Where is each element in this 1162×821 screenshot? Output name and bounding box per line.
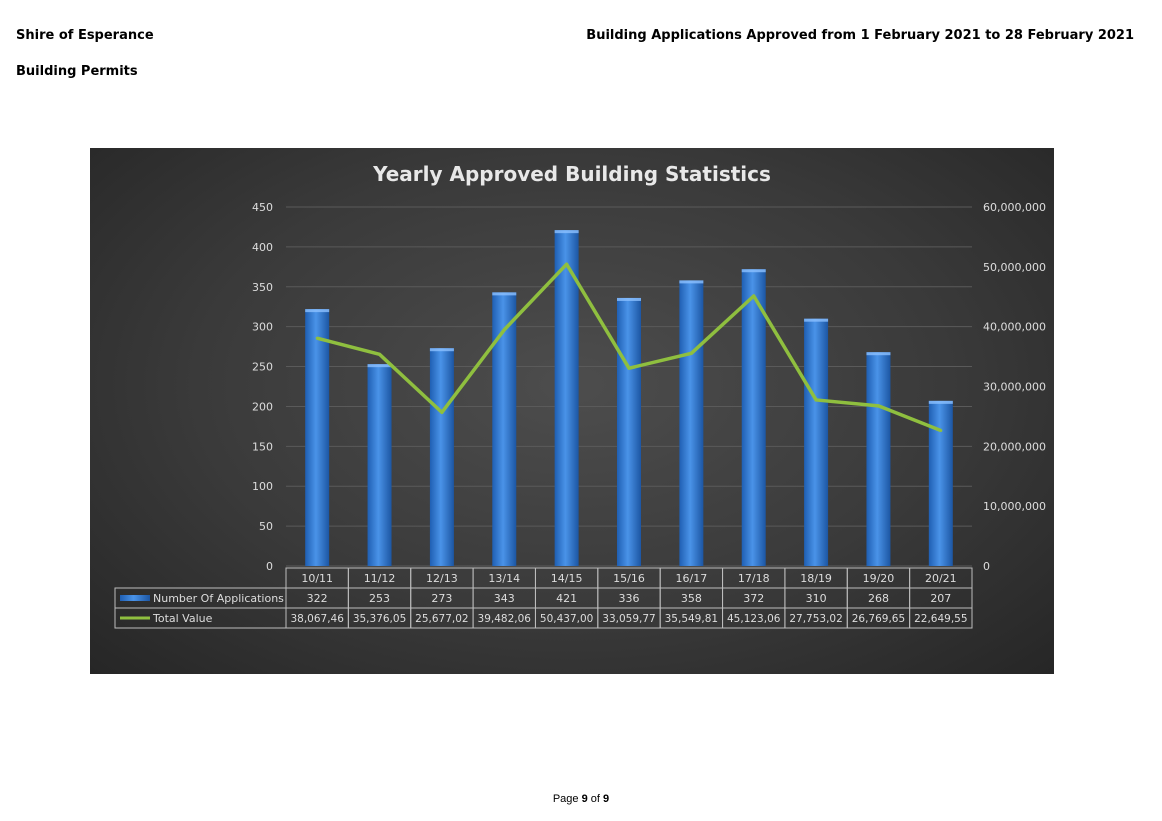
organization-name: Shire of Esperance [16, 28, 154, 43]
left-axis-tick-label: 0 [266, 560, 273, 573]
line-point [627, 366, 631, 370]
category-label: 19/20 [863, 572, 895, 585]
total-value-label: 38,067,46 [290, 613, 344, 625]
page-footer: Page 9 of 9 [0, 793, 1162, 805]
line-point [315, 336, 319, 340]
line-point [565, 262, 569, 266]
applications-value: 253 [369, 592, 390, 605]
category-label: 11/12 [364, 572, 396, 585]
total-value-label: 39,482,06 [478, 613, 532, 625]
applications-value: 421 [556, 592, 577, 605]
category-label: 18/19 [800, 572, 832, 585]
total-value-label: 50,437,00 [540, 613, 593, 625]
page-of: of [590, 793, 600, 805]
bar-cap [617, 297, 641, 301]
left-axis-tick-label: 200 [252, 400, 273, 413]
bar-cap [305, 309, 330, 313]
category-label: 14/15 [551, 572, 583, 585]
left-axis-tick-label: 100 [252, 480, 273, 493]
bar [741, 269, 766, 566]
right-axis-tick-label: 60,000,000 [983, 201, 1046, 214]
right-axis-tick-label: 10,000,000 [983, 500, 1046, 513]
total-value-label: 25,677,02 [415, 613, 468, 625]
left-axis-tick-label: 450 [252, 201, 273, 214]
section-title: Building Permits [16, 64, 138, 79]
report-title: Building Applications Approved from 1 Fe… [586, 28, 1134, 43]
category-label: 12/13 [426, 572, 458, 585]
total-value-label: 35,376,05 [353, 613, 406, 625]
applications-value: 336 [619, 592, 640, 605]
line-point [689, 351, 693, 355]
bar [804, 318, 829, 566]
bar-cap [429, 348, 454, 352]
bar [305, 309, 330, 566]
applications-value: 343 [494, 592, 515, 605]
right-axis-tick-label: 50,000,000 [983, 261, 1046, 274]
legend-label: Total Value [152, 612, 213, 625]
bar-cap [928, 400, 953, 404]
category-label: 10/11 [301, 572, 333, 585]
page-total: 9 [603, 793, 610, 805]
legend-label: Number Of Applications [153, 592, 284, 605]
table-cell [909, 607, 973, 629]
line-point [814, 398, 818, 402]
chart-title: Yearly Approved Building Statistics [372, 162, 771, 186]
left-axis-tick-label: 350 [252, 281, 273, 294]
legend-bar-swatch [120, 595, 150, 601]
line-point [378, 352, 382, 356]
right-axis-tick-label: 40,000,000 [983, 321, 1046, 334]
category-label: 17/18 [738, 572, 770, 585]
page-label: Page [552, 793, 579, 805]
left-axis-tick-label: 300 [252, 321, 273, 334]
total-value-label: 33,059,77 [602, 613, 655, 625]
bar-cap [741, 269, 766, 273]
bar [367, 364, 392, 566]
combo-chart: Yearly Approved Building Statistics 0 50 1… [114, 162, 1046, 629]
total-value-label: 22,649,55 [914, 613, 967, 625]
bar-cap [679, 280, 704, 284]
category-label: 13/14 [488, 572, 520, 585]
line-point [752, 294, 756, 298]
category-label: 20/21 [925, 572, 957, 585]
bar [492, 292, 517, 566]
applications-value: 273 [431, 592, 452, 605]
total-value-label: 27,753,02 [789, 613, 842, 625]
bar [554, 230, 579, 566]
line-point [939, 428, 943, 432]
total-value-label: 35,549,81 [665, 613, 718, 625]
chart-area: Yearly Approved Building Statistics 0 50 1… [90, 148, 1054, 674]
total-value-label: 26,769,65 [852, 613, 905, 625]
bar [679, 280, 704, 566]
bar [429, 348, 454, 566]
bar-cap [866, 352, 891, 356]
line-point [502, 328, 506, 332]
right-axis-tick-label: 20,000,000 [983, 440, 1046, 453]
page-current: 9 [581, 793, 588, 805]
applications-value: 207 [930, 592, 951, 605]
bar [866, 352, 891, 566]
left-axis-tick-label: 400 [252, 241, 273, 254]
applications-value: 372 [743, 592, 764, 605]
category-label: 16/17 [676, 572, 708, 585]
bar [617, 297, 641, 566]
bar-cap [492, 292, 517, 296]
applications-value: 310 [806, 592, 827, 605]
line-point [440, 410, 444, 414]
line-point [876, 404, 880, 408]
bar-cap [554, 230, 579, 234]
total-value-label: 45,123,06 [727, 613, 781, 625]
right-axis-tick-label: 0 [983, 560, 990, 573]
bar-cap [804, 318, 829, 322]
left-axis-tick-label: 250 [252, 361, 273, 374]
applications-value: 268 [868, 592, 889, 605]
left-axis-tick-label: 150 [252, 440, 273, 453]
left-axis-tick-label: 50 [259, 520, 273, 533]
category-label: 15/16 [613, 572, 645, 585]
applications-value: 322 [307, 592, 328, 605]
bar-cap [367, 364, 392, 368]
applications-value: 358 [681, 592, 702, 605]
right-axis-tick-label: 30,000,000 [983, 381, 1046, 394]
